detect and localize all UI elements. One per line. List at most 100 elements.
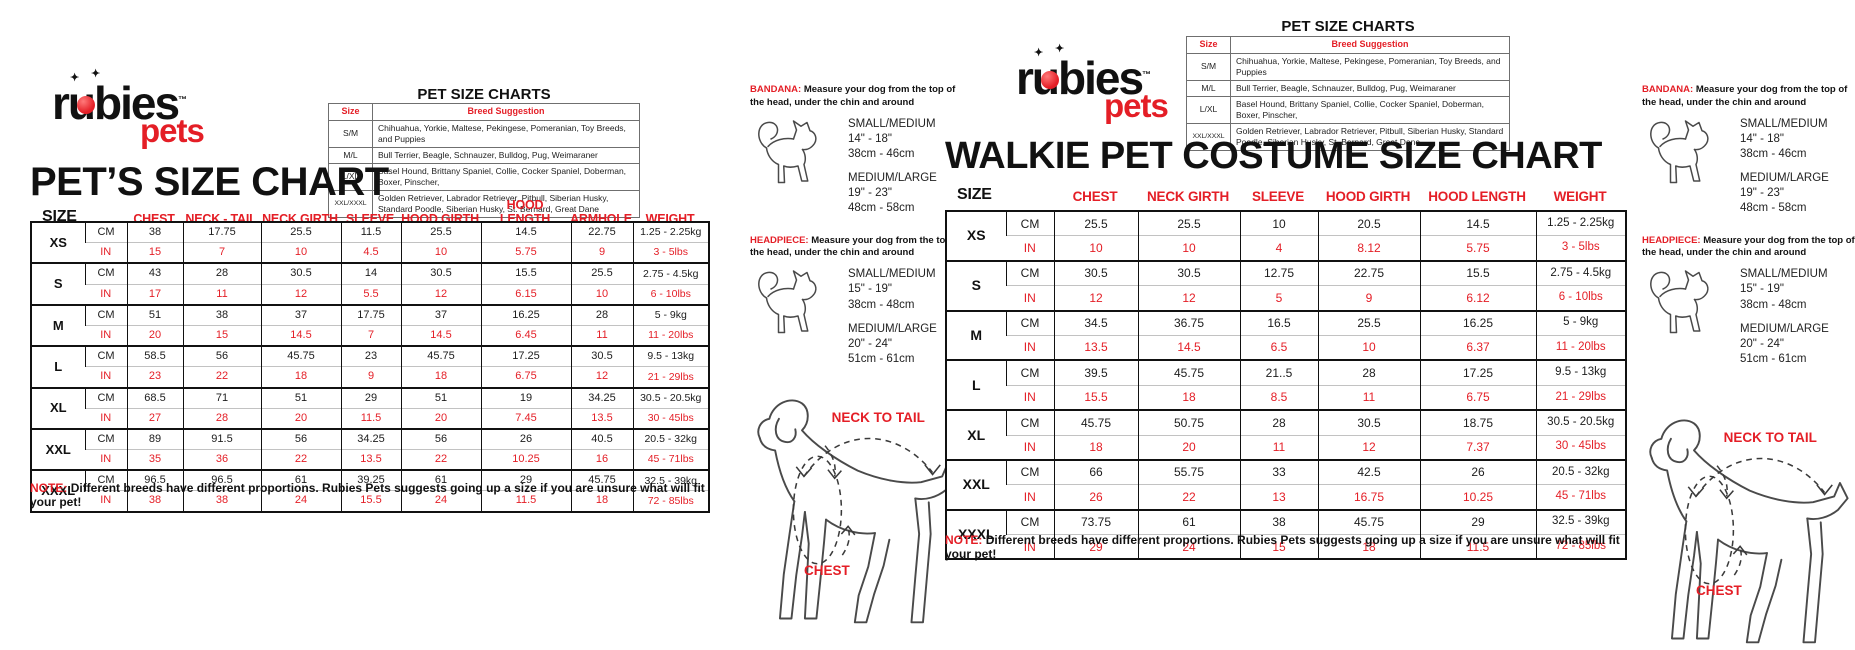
value-cell: 5 - 9kg <box>1535 309 1626 336</box>
value-cell: 6.5 <box>1239 334 1318 361</box>
breed-size-cell: L/XL <box>328 162 373 191</box>
value-cell: 10 <box>570 283 633 305</box>
size-inches: 20" - 24" <box>848 337 892 350</box>
value-cell: 17.25 <box>480 345 571 367</box>
value-cell: 25.5 <box>1053 210 1138 236</box>
value-cell: 6.15 <box>480 283 571 305</box>
value-cell: 51 <box>400 386 481 409</box>
value-cell: 50.75 <box>1137 409 1240 436</box>
value-cell: 13 <box>1239 484 1318 510</box>
value-cell: 20.5 - 32kg <box>1535 458 1626 485</box>
value-cell: 12 <box>400 283 481 305</box>
unit-in-cell: IN <box>85 324 127 347</box>
value-cell: 12 <box>1137 285 1240 311</box>
size-table: XS CM 25.5 25.5 10 20.5 14.5 1.25 - 2.25kg IN 10 1… <box>945 210 1627 561</box>
value-cell: 18 <box>570 490 633 512</box>
value-cell: 17.75 <box>182 221 261 243</box>
bandana-size-medium-large: MEDIUM/LARGE 19" - 23" 48cm - 58cm <box>1740 171 1829 217</box>
value-cell: 71 <box>182 386 261 409</box>
value-cell: 45 - 71lbs <box>632 449 709 471</box>
unit-in-cell: IN <box>1006 534 1054 560</box>
size-row-cm: L CM 58.5 56 45.75 23 45.75 17.25 30.5 9.5 - 13kg <box>31 345 709 388</box>
value-cell: 22 <box>260 449 341 471</box>
value-cell: 56 <box>260 427 341 450</box>
size-inches: 14" - 18" <box>848 132 892 145</box>
value-cell: 6.75 <box>1419 384 1536 411</box>
bandana-size-small-medium: SMALL/MEDIUM 14" - 18" 38cm - 46cm <box>848 117 937 163</box>
unit-cm-cell: CM <box>1005 458 1054 485</box>
value-cell: 20 <box>400 407 481 429</box>
size-cell: L <box>31 345 85 388</box>
value-cell: 45.75 <box>260 345 341 367</box>
value-cell: 10.25 <box>1419 484 1536 510</box>
value-cell: 30.5 <box>1137 259 1240 286</box>
breed-header-size: Size <box>1186 36 1231 54</box>
headpiece-size-medium-large: MEDIUM/LARGE 20" - 24" 51cm - 61cm <box>1740 322 1829 368</box>
value-cell: 38 <box>1239 508 1318 535</box>
breed-list-cell: Bull Terrier, Beagle, Schnauzer, Bulldog… <box>372 146 640 164</box>
breed-list-cell: Basel Hound, Brittany Spaniel, Collie, C… <box>372 162 640 191</box>
value-cell: 18 <box>1137 384 1240 411</box>
value-cell: 20 <box>1137 434 1240 460</box>
value-cell: 45.75 <box>1053 409 1138 436</box>
value-cell: 22.75 <box>1317 259 1420 286</box>
value-cell: 13.5 <box>340 449 401 471</box>
size-cm: 51cm - 61cm <box>848 353 915 366</box>
size-row-in: IN 18 20 11 12 7.37 30 - 45lbs <box>946 434 1626 460</box>
value-cell: 72 - 85lbs <box>632 490 709 512</box>
breed-header-size: Size <box>328 103 373 121</box>
value-cell: 1.25 - 2.25kg <box>632 221 709 243</box>
value-cell: 21 - 29lbs <box>632 366 709 388</box>
size-row-in: IN 35 36 22 13.5 22 10.25 16 45 - 71lbs <box>31 449 709 471</box>
breed-size-cell: M/L <box>1186 79 1231 97</box>
trademark-symbol: ™ <box>178 94 188 105</box>
breed-size-cell: S/M <box>1186 52 1231 81</box>
value-cell: 13.5 <box>570 407 633 429</box>
trademark-symbol: ™ <box>1142 69 1152 80</box>
left-chart-title: PET’S SIZE CHART <box>30 160 389 204</box>
breed-chart-title: PET SIZE CHARTS <box>417 86 551 103</box>
size-inches: 19" - 23" <box>848 187 892 200</box>
value-cell: 23 <box>126 366 183 388</box>
size-row-cm: XS CM 25.5 25.5 10 20.5 14.5 1.25 - 2.25kg <box>946 210 1626 261</box>
sparkle-icon: ✦ <box>70 72 79 84</box>
value-cell: 22 <box>1137 484 1240 510</box>
size-cell: XXL <box>946 458 1006 510</box>
size-cell: XS <box>946 210 1006 261</box>
value-cell: 10.25 <box>480 449 571 471</box>
size-cell: XXXL <box>946 508 1006 560</box>
sparkle-icon: ✦ <box>1055 43 1064 55</box>
value-cell: 18 <box>1053 434 1138 460</box>
logo-brand-text: rubies <box>1016 52 1144 104</box>
size-row-in: IN 23 22 18 9 18 6.75 12 21 - 29lbs <box>31 366 709 388</box>
size-row-in: IN 29 24 15 18 11.5 72 - 85lbs <box>946 534 1626 560</box>
breed-size-cell: XXL/XXXL <box>1186 122 1231 152</box>
value-cell: 25.5 <box>260 221 341 243</box>
measure-guide-panel: BANDANA: Measure your dog from the top o… <box>1642 84 1855 650</box>
size-inches: 19" - 23" <box>1740 187 1784 200</box>
size-cm: 48cm - 58cm <box>848 202 915 215</box>
size-cm: 51cm - 61cm <box>1740 353 1807 366</box>
value-cell: 30 - 45lbs <box>1535 434 1626 460</box>
value-cell: 9 <box>1317 285 1420 311</box>
value-cell: 3 - 5lbs <box>1535 235 1626 261</box>
value-cell: 17 <box>126 283 183 305</box>
value-cell: 91.5 <box>182 427 261 450</box>
breed-row: XXL/XXXL Golden Retriever, Labrador Retri… <box>1186 122 1510 152</box>
value-cell: 56 <box>182 345 261 367</box>
value-cell: 15.5 <box>480 262 571 285</box>
unit-in-cell: IN <box>85 490 127 512</box>
headpiece-size-medium-large: MEDIUM/LARGE 20" - 24" 51cm - 61cm <box>848 322 937 368</box>
value-cell: 45.75 <box>1317 508 1420 535</box>
value-cell: 29 <box>340 386 401 409</box>
breed-list-cell: Basel Hound, Brittany Spaniel, Collie, C… <box>1230 95 1510 124</box>
value-cell: 16.75 <box>1317 484 1420 510</box>
headpiece-size-small-medium: SMALL/MEDIUM 15" - 19" 38cm - 48cm <box>848 267 937 313</box>
breed-row: S/M Chihuahua, Yorkie, Maltese, Pekingese… <box>1186 52 1510 81</box>
value-cell: 39.25 <box>340 469 401 491</box>
size-row-in: IN 15 7 10 4.5 10 5.75 9 3 - 5lbs <box>31 242 709 264</box>
size-name: MEDIUM/LARGE <box>848 322 937 335</box>
value-cell: 18 <box>1317 534 1420 560</box>
unit-in-cell: IN <box>1006 235 1054 261</box>
value-cell: 12.75 <box>1239 259 1318 286</box>
